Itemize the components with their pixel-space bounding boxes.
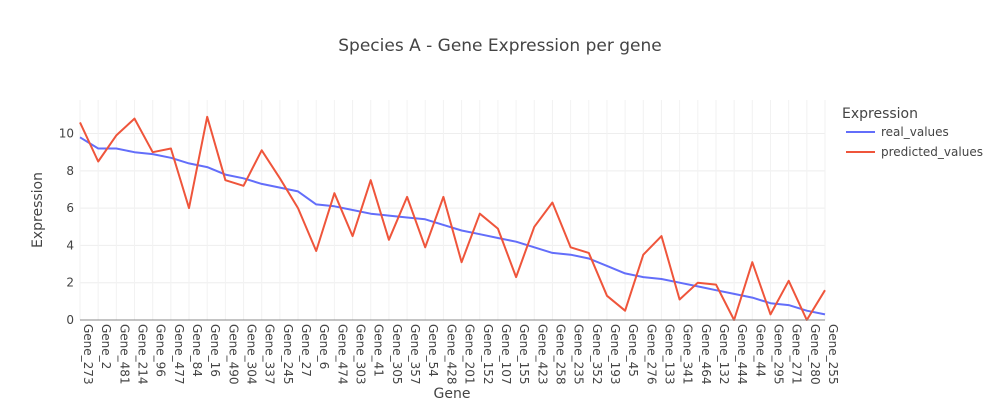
y-tick-label: 6 — [66, 201, 74, 215]
x-tick-label: Gene_477 — [172, 324, 186, 385]
x-tick-label: Gene_214 — [136, 324, 150, 385]
y-tick-label: 8 — [66, 164, 74, 178]
x-tick-label: Gene_27 — [299, 324, 313, 377]
y-tick-labels: 0 2 4 6 8 10 — [59, 127, 74, 327]
chart-title: Species A - Gene Expression per gene — [338, 36, 661, 56]
x-tick-label: Gene_428 — [444, 324, 458, 385]
x-tick-label: Gene_2 — [99, 324, 113, 369]
x-tick-label: Gene_273 — [81, 324, 95, 385]
legend-label-real-values[interactable]: real_values — [881, 125, 949, 139]
x-tick-label: Gene_84 — [190, 324, 204, 377]
legend-title: Expression — [842, 106, 918, 122]
x-tick-label: Gene_444 — [735, 324, 749, 385]
x-tick-label: Gene_337 — [263, 324, 277, 385]
x-tick-label: Gene_155 — [517, 324, 531, 385]
y-tick-label: 4 — [66, 238, 74, 252]
x-tick-label: Gene_357 — [408, 324, 422, 385]
plot-background — [80, 100, 825, 320]
x-tick-label: Gene_132 — [717, 324, 731, 385]
y-tick-label: 2 — [66, 276, 74, 290]
x-tick-label: Gene_193 — [608, 324, 622, 385]
x-tick-label: Gene_341 — [681, 324, 695, 385]
x-tick-label: Gene_54 — [426, 324, 440, 377]
series-lines — [79, 115, 826, 321]
x-tick-label: Gene_276 — [644, 324, 658, 385]
x-tick-label: Gene_255 — [826, 324, 840, 385]
x-tick-label: Gene_235 — [572, 324, 586, 385]
x-tick-label: Gene_481 — [117, 324, 131, 385]
x-tick-label: Gene_44 — [753, 324, 767, 377]
x-tick-label: Gene_245 — [281, 324, 295, 385]
x-tick-label: Gene_152 — [481, 324, 495, 385]
legend: Expression real_values predicted_values — [842, 106, 983, 159]
x-tick-label: Gene_271 — [790, 324, 804, 385]
x-tick-label: Gene_280 — [808, 324, 822, 385]
x-tick-labels: Gene_273 Gene_2 Gene_481 Gene_214 Gene_96 Gen… — [81, 324, 840, 385]
x-tick-label: Gene_6 — [317, 324, 331, 369]
x-tick-label: Gene_45 — [626, 324, 640, 377]
x-tick-label: Gene_490 — [226, 324, 240, 385]
legend-label-predicted-values[interactable]: predicted_values — [881, 145, 983, 159]
y-axis-title: Expression — [30, 172, 46, 248]
x-tick-label: Gene_305 — [390, 324, 404, 385]
x-tick-label: Gene_464 — [699, 324, 713, 385]
x-tick-label: Gene_295 — [771, 324, 785, 385]
x-tick-label: Gene_96 — [154, 324, 168, 377]
x-tick-label: Gene_423 — [535, 324, 549, 385]
y-tick-label: 10 — [59, 127, 74, 141]
x-tick-label: Gene_133 — [662, 324, 676, 385]
x-tick-label: Gene_303 — [354, 324, 368, 385]
series-line-predicted-values — [79, 115, 826, 321]
x-tick-label: Gene_107 — [499, 324, 513, 385]
x-tick-label: Gene_41 — [372, 324, 386, 377]
x-axis-title: Gene — [434, 386, 471, 400]
x-tick-label: Gene_352 — [590, 324, 604, 385]
y-tick-label: 0 — [66, 313, 74, 327]
x-tick-label: Gene_16 — [208, 324, 222, 377]
x-tick-label: Gene_201 — [463, 324, 477, 385]
x-tick-label: Gene_474 — [335, 324, 349, 385]
x-tick-label: Gene_304 — [245, 324, 259, 385]
x-tick-label: Gene_258 — [553, 324, 567, 385]
